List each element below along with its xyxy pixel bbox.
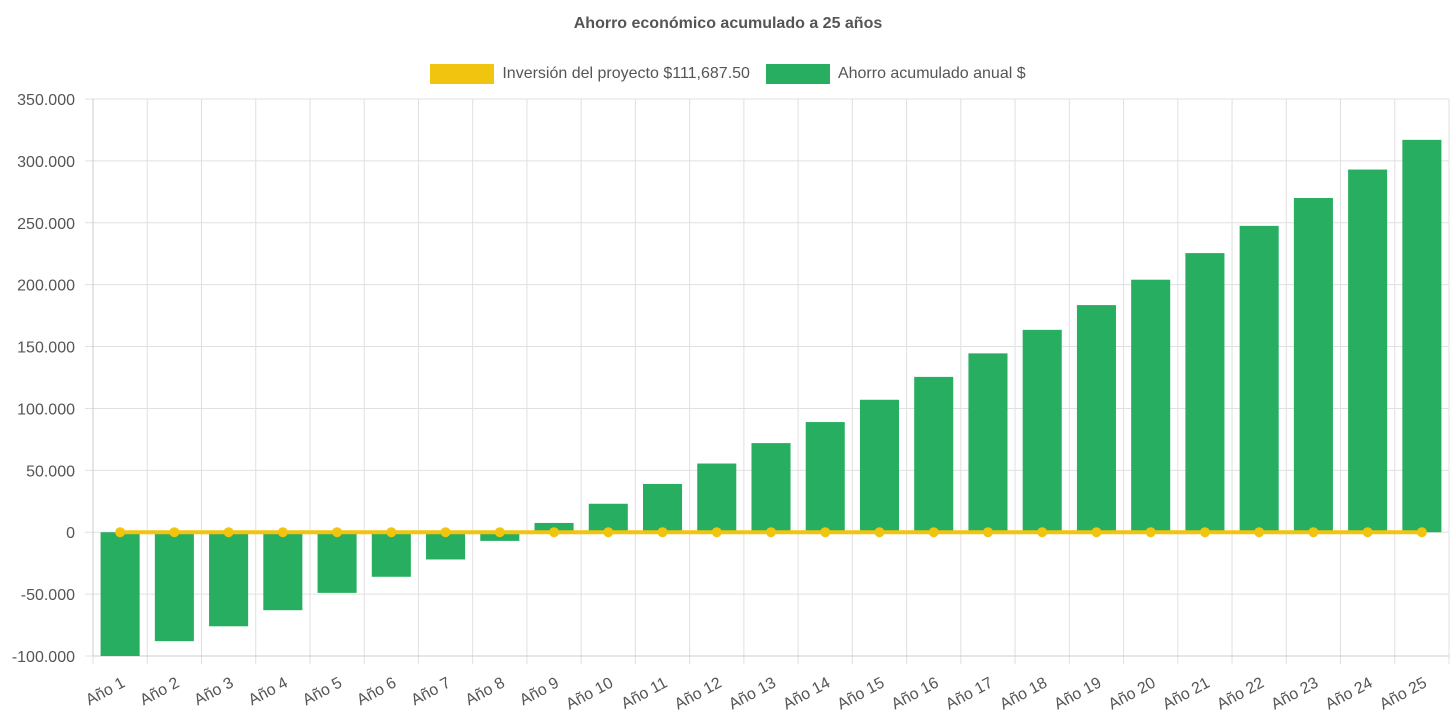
x-tick-label: Año 19 — [1052, 674, 1105, 713]
investment-point — [1145, 527, 1156, 538]
investment-point — [332, 527, 343, 538]
investment-point — [223, 527, 234, 538]
legend-label-savings: Ahorro acumulado anual $ — [837, 65, 1026, 82]
investment-point — [494, 527, 505, 538]
x-tick-label: Año 13 — [726, 674, 779, 713]
y-tick-label: -50.000 — [21, 587, 75, 604]
bar — [1348, 169, 1388, 533]
investment-point — [549, 527, 560, 538]
x-tick-label: Año 7 — [409, 674, 454, 709]
x-tick-label: Año 20 — [1106, 674, 1159, 713]
bar — [1131, 279, 1171, 533]
bar — [805, 422, 845, 533]
x-tick-label: Año 24 — [1323, 674, 1376, 713]
bar — [1185, 253, 1225, 533]
x-tick-label: Año 1 — [83, 674, 128, 709]
investment-point — [874, 527, 885, 538]
bar — [859, 399, 900, 533]
x-tick-label: Año 15 — [835, 674, 888, 713]
bar — [642, 483, 683, 533]
x-tick-label: Año 4 — [246, 674, 291, 709]
bar — [317, 532, 357, 593]
investment-point — [1362, 527, 1373, 538]
investment-point — [766, 527, 776, 538]
investment-point — [440, 527, 451, 538]
y-tick-label: 350.000 — [17, 92, 75, 109]
bar — [263, 532, 303, 611]
investment-point — [657, 527, 668, 538]
x-tick-label: Año 9 — [517, 674, 562, 709]
investment-point — [1416, 527, 1427, 538]
x-tick-label: Año 10 — [563, 674, 616, 713]
legend-swatch-investment — [430, 64, 495, 84]
investment-point — [711, 527, 722, 538]
investment-point — [386, 527, 397, 538]
investment-point — [820, 527, 831, 538]
chart-title: Ahorro económico acumulado a 25 años — [573, 15, 883, 32]
x-tick-label: Año 14 — [780, 674, 833, 713]
investment-point — [1254, 527, 1265, 538]
x-tick-label: Año 25 — [1377, 674, 1430, 713]
y-tick-label: 150.000 — [17, 340, 75, 357]
y-tick-label: -100.000 — [12, 649, 75, 666]
y-tick-label: 300.000 — [17, 154, 75, 171]
bar — [154, 532, 194, 642]
bar — [100, 532, 140, 656]
investment-point — [1308, 527, 1319, 538]
bar — [1402, 139, 1442, 533]
bar — [1293, 198, 1333, 533]
legend-item-savings[interactable]: Ahorro acumulado anual $ — [765, 64, 1026, 84]
x-tick-label: Año 22 — [1214, 674, 1267, 713]
bar — [371, 532, 411, 577]
bar — [751, 443, 791, 533]
y-tick-label: 200.000 — [17, 278, 75, 295]
x-tick-label: Año 2 — [137, 674, 182, 709]
bar — [697, 463, 737, 533]
x-tick-label: Año 16 — [889, 674, 942, 713]
bar — [1239, 225, 1279, 533]
x-tick-label: Año 6 — [354, 674, 399, 709]
x-tick-label: Año 17 — [943, 674, 996, 713]
y-tick-label: 50.000 — [26, 463, 75, 480]
bar — [209, 532, 249, 627]
bar — [1022, 329, 1062, 533]
legend: Inversión del proyecto $111,687.50 Ahorr… — [0, 64, 1456, 84]
x-tick-label: Año 8 — [463, 674, 508, 709]
investment-point — [982, 527, 993, 538]
legend-item-investment[interactable]: Inversión del proyecto $111,687.50 — [430, 64, 750, 84]
x-tick-label: Año 11 — [619, 674, 671, 712]
x-tick-label: Año 3 — [192, 674, 237, 709]
investment-point — [277, 527, 288, 538]
investment-point — [1091, 527, 1102, 538]
bar — [1076, 305, 1116, 533]
x-tick-label: Año 18 — [997, 674, 1050, 713]
investment-point — [115, 527, 126, 538]
y-tick-label: 250.000 — [17, 216, 75, 233]
investment-point — [603, 527, 614, 538]
x-tick-label: Año 23 — [1269, 674, 1322, 713]
investment-point — [1199, 527, 1210, 538]
investment-point — [928, 527, 939, 538]
y-tick-label: 0 — [66, 525, 75, 542]
investment-point — [169, 527, 180, 538]
investment-point — [1037, 527, 1048, 538]
bar — [914, 376, 954, 533]
bar — [968, 353, 1008, 533]
legend-swatch-savings — [765, 64, 830, 84]
x-tick-label: Año 12 — [672, 674, 725, 713]
x-tick-label: Año 21 — [1160, 674, 1213, 713]
y-tick-label: 100.000 — [17, 401, 75, 418]
x-tick-label: Año 5 — [300, 674, 345, 709]
legend-label-investment: Inversión del proyecto $111,687.50 — [502, 65, 750, 82]
